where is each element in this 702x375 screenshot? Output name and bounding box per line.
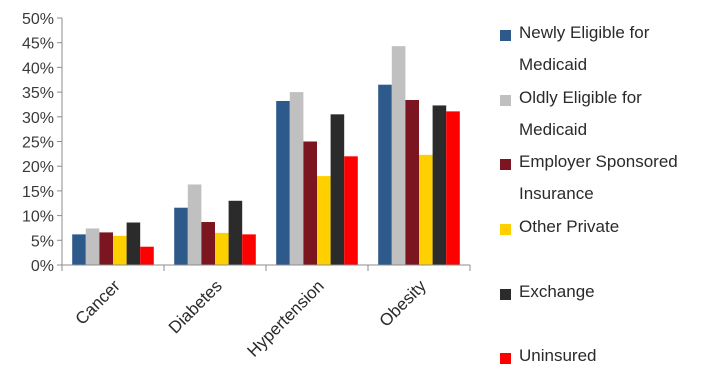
- bar: [99, 232, 113, 265]
- bar: [242, 234, 256, 265]
- bar: [289, 92, 304, 265]
- legend-swatch: [500, 30, 511, 41]
- y-tick-label: 15%: [22, 184, 54, 201]
- bar: [303, 141, 317, 265]
- bar: [85, 228, 100, 265]
- legend-label: Other Private: [519, 217, 620, 236]
- legend-label: Uninsured: [519, 346, 597, 365]
- y-tick-label: 10%: [22, 209, 54, 226]
- y-tick-label: 35%: [22, 85, 54, 102]
- bar: [228, 200, 243, 265]
- y-axis: 0% 5% 10% 15% 20% 25% 30% 35% 40% 45% 50%: [22, 11, 63, 275]
- legend-item: Newly Eligible for Medicaid: [500, 23, 702, 81]
- y-tick-label: 50%: [22, 11, 54, 28]
- x-axis: Cancer Diabetes Hypertension Obesity: [61, 264, 471, 361]
- bar: [391, 46, 406, 265]
- y-tick-label: 30%: [22, 110, 54, 127]
- legend-swatch: [500, 224, 511, 235]
- y-tick-label: 45%: [22, 36, 54, 53]
- legend-swatch: [500, 289, 511, 300]
- legend-label: Oldly Eligible for Medicaid: [519, 88, 642, 139]
- bar: [378, 84, 392, 265]
- y-tick-label: 0%: [31, 258, 54, 275]
- bar: [113, 235, 127, 265]
- bar: [187, 184, 202, 265]
- legend-item: Oldly Eligible for Medicaid: [500, 88, 702, 146]
- x-tick-label: Diabetes: [165, 276, 226, 337]
- bar: [432, 105, 447, 265]
- bar: [317, 176, 331, 265]
- legend-swatch: [500, 353, 511, 364]
- bar: [330, 114, 345, 265]
- bar: [72, 234, 86, 265]
- legend-item: Employer Sponsored Insurance: [500, 152, 702, 210]
- bar: [419, 154, 433, 265]
- x-tick-label: Obesity: [376, 276, 431, 331]
- bar: [405, 100, 419, 265]
- bar: [201, 222, 215, 265]
- bar: [215, 232, 229, 265]
- bar: [276, 100, 290, 266]
- bar-chart: 0% 5% 10% 15% 20% 25% 30% 35% 40% 45% 50% Cancer Di…: [22, 11, 471, 361]
- y-tick-label: 25%: [22, 135, 54, 152]
- bar: [140, 246, 154, 265]
- bar: [126, 222, 141, 265]
- y-tick-label: 5%: [31, 233, 54, 250]
- bar: [344, 156, 358, 265]
- x-tick-label: Cancer: [72, 276, 124, 328]
- y-tick-label: 20%: [22, 159, 54, 176]
- y-tick-label: 40%: [22, 60, 54, 77]
- legend-item: Other Private: [500, 217, 702, 243]
- legend-swatch: [500, 159, 511, 170]
- bar: [446, 111, 460, 266]
- legend-label: Employer Sponsored Insurance: [519, 152, 678, 203]
- bar: [174, 207, 188, 265]
- legend-swatch: [500, 95, 511, 106]
- x-tick-label: Hypertension: [244, 276, 328, 360]
- legend-label: Newly Eligible for Medicaid: [519, 23, 650, 74]
- legend-item: Uninsured: [500, 346, 702, 372]
- bars: [72, 46, 460, 266]
- legend-item: Exchange: [500, 282, 702, 308]
- legend: Newly Eligible for Medicaid Oldly Eligib…: [500, 0, 702, 375]
- legend-label: Exchange: [519, 282, 595, 301]
